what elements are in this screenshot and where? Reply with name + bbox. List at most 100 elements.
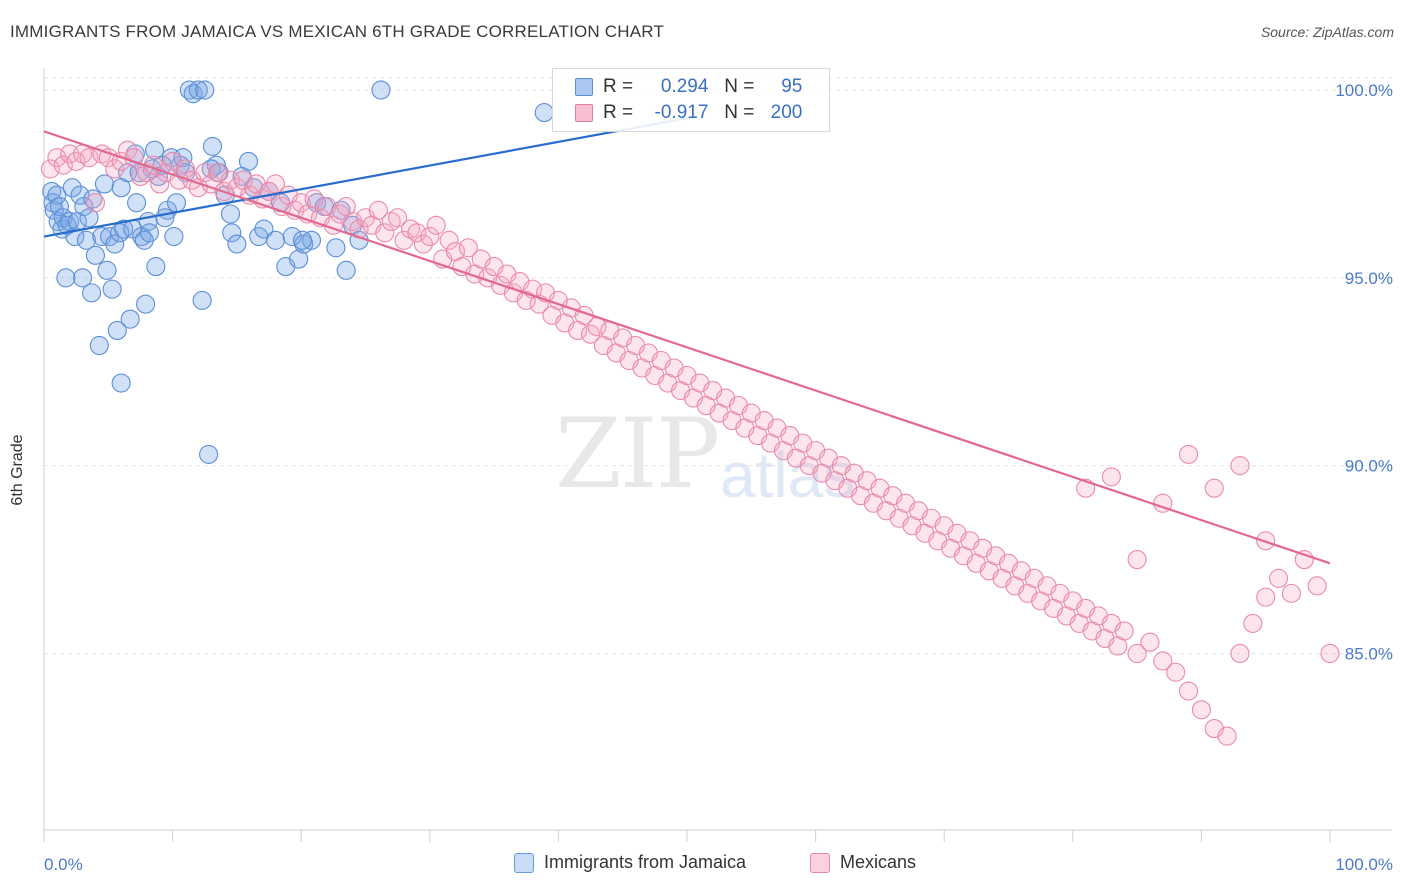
series-legend: Immigrants from Jamaica Mexicans — [0, 852, 1406, 878]
jamaica-point — [534, 103, 554, 123]
mexicans-point — [1127, 643, 1147, 664]
mexicans-point — [53, 155, 73, 175]
mexicans-point — [79, 148, 99, 168]
jamaica-point — [195, 80, 215, 100]
series-mexicans-points — [40, 140, 1340, 746]
jamaica-trend-line — [43, 115, 698, 238]
y-tick-label: 95.0% — [1345, 269, 1393, 288]
y-tick-label: 85.0% — [1345, 644, 1393, 663]
mexicans-point — [105, 159, 125, 179]
mexicans-point — [85, 193, 105, 213]
jamaica-point — [155, 208, 175, 228]
jamaica-point — [62, 178, 82, 198]
mexicans-point — [1230, 456, 1250, 476]
mexicans-point — [375, 223, 395, 243]
mexicans-point — [1114, 621, 1134, 641]
jamaica-point — [183, 84, 203, 104]
mexicans-point — [291, 193, 311, 213]
mexicans-point — [343, 211, 363, 232]
jamaica-point — [85, 245, 105, 265]
jamaica-point — [238, 151, 259, 171]
jamaica-point — [173, 148, 193, 168]
mexicans-point — [1153, 651, 1173, 671]
jamaica-point — [60, 211, 80, 232]
mexicans-point — [1191, 700, 1211, 720]
mexicans-point — [1166, 662, 1186, 682]
jamaica-point — [146, 257, 166, 277]
jamaica-point — [56, 268, 76, 288]
jamaica-point — [289, 249, 309, 269]
jamaica-point — [166, 193, 187, 213]
mexicans-point — [1320, 643, 1340, 664]
mexicans-point — [407, 223, 427, 243]
jamaica-point — [47, 185, 67, 205]
mexicans-point — [388, 208, 408, 228]
jamaica-point — [254, 219, 274, 239]
mexicans-point — [1281, 583, 1301, 603]
mexicans-point — [1178, 444, 1199, 464]
jamaica-point — [222, 223, 242, 243]
legend-r-value: -0.917 — [654, 102, 709, 123]
legend-n-label: N = — [724, 76, 755, 97]
jamaica-point — [371, 80, 391, 100]
mexicans-point — [1307, 576, 1327, 596]
jamaica-point — [136, 294, 156, 314]
legend-item-jamaica[interactable]: Immigrants from Jamaica — [514, 852, 746, 873]
mexicans-point — [458, 238, 478, 258]
mexicans-point — [150, 174, 170, 194]
jamaica-point — [164, 226, 184, 247]
jamaica-point — [326, 238, 346, 258]
mexicans-point — [1217, 726, 1237, 746]
legend-swatch-mexicans — [810, 852, 830, 873]
jamaica-point — [227, 234, 247, 254]
legend-n-label: N = — [724, 102, 755, 123]
jamaica-point — [105, 234, 125, 254]
mexicans-point — [1256, 587, 1276, 607]
jamaica-point — [102, 279, 122, 299]
chart-title: IMMIGRANTS FROM JAMAICA VS MEXICAN 6TH G… — [10, 22, 665, 41]
legend-swatch-mexicans — [575, 104, 593, 122]
mexicans-point — [1269, 568, 1289, 588]
watermark-atlas: atlas — [720, 439, 856, 511]
mexicans-point — [1101, 467, 1121, 487]
jamaica-point — [336, 260, 356, 280]
jamaica-point — [76, 230, 96, 250]
mexicans-point — [1243, 613, 1263, 633]
jamaica-point — [127, 193, 147, 213]
legend-r-label: R = — [603, 76, 634, 97]
legend-label-jamaica: Immigrants from Jamaica — [544, 852, 747, 872]
watermark-zip: ZIP — [555, 398, 720, 510]
jamaica-point — [49, 196, 69, 217]
jamaica-point — [89, 335, 109, 356]
mexicans-point — [439, 230, 459, 250]
tick-labels: 100.0% 95.0% 90.0% 85.0% 0.0% 100.0% — [44, 81, 1393, 874]
mexicans-point — [426, 215, 446, 235]
jamaica-point — [206, 155, 226, 175]
legend-swatch-jamaica — [514, 852, 534, 873]
jamaica-point — [282, 226, 302, 247]
mexicans-point — [40, 159, 60, 179]
correlation-legend: R = 0.294 N = 95 R = -0.917 N = 200 — [552, 68, 830, 132]
jamaica-point — [192, 290, 212, 310]
legend-r-label: R = — [603, 102, 634, 123]
jamaica-point — [94, 174, 114, 194]
mexicans-point — [368, 200, 388, 220]
jamaica-point — [73, 268, 93, 288]
jamaica-point — [199, 444, 219, 464]
jamaica-point — [97, 260, 117, 280]
jamaica-point — [202, 136, 223, 156]
jamaica-point — [139, 223, 160, 243]
legend-n-value: 200 — [770, 102, 803, 123]
legend-r-value: 0.294 — [660, 76, 709, 97]
legend-item-mexicans[interactable]: Mexicans — [810, 852, 916, 873]
legend-n-value: 95 — [781, 76, 803, 97]
jamaica-point — [188, 80, 208, 100]
mexicans-point — [1127, 550, 1147, 570]
legend-row-jamaica: R = 0.294 N = 95 — [575, 75, 802, 99]
legend-label-mexicans: Mexicans — [840, 852, 917, 872]
x-tick-label: 0.0% — [44, 855, 83, 874]
jamaica-point — [265, 230, 286, 250]
jamaica-point — [111, 373, 131, 393]
y-tick-label: 90.0% — [1345, 457, 1393, 476]
